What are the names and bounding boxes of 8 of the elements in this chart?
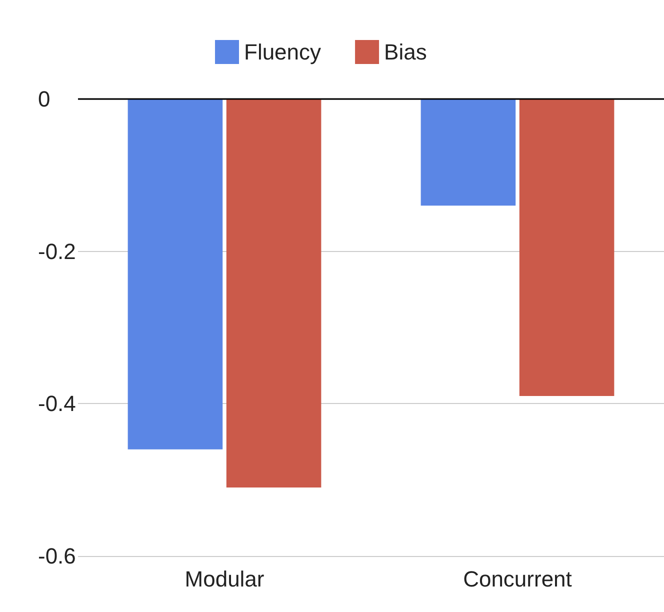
y-tick-label: -0.6 [38, 544, 76, 568]
y-tick-label: 0 [38, 86, 50, 112]
legend-label: Bias [384, 40, 427, 64]
y-tick-label: -0.2 [38, 238, 76, 264]
y-tick-label: -0.4 [38, 391, 76, 416]
x-tick-label: Modular [184, 566, 264, 592]
legend-label: Fluency [244, 40, 322, 64]
x-tick-label: Concurrent [463, 566, 572, 592]
